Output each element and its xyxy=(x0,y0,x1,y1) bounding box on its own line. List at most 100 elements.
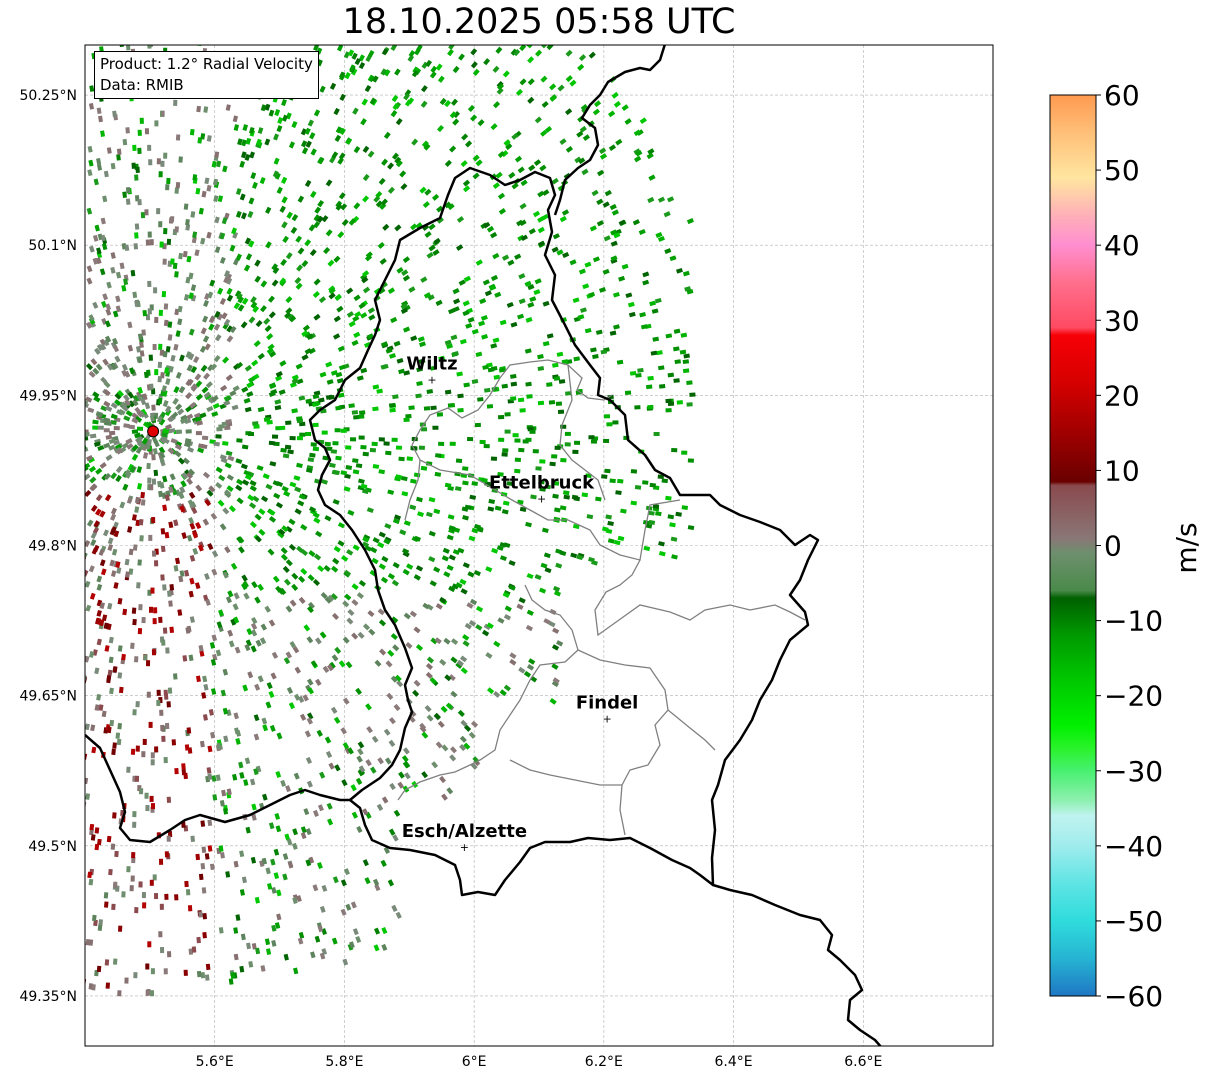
echo-bin xyxy=(216,621,223,629)
echo-bin xyxy=(244,474,252,481)
colorbar-tick-label: 20 xyxy=(1104,379,1140,412)
echo-bin xyxy=(340,879,347,887)
echo-bin xyxy=(275,502,284,509)
echo-bin xyxy=(437,720,445,728)
echo-bin xyxy=(158,221,163,228)
echo-bin xyxy=(292,897,298,904)
echo-bin xyxy=(96,965,102,973)
echo-bin xyxy=(387,879,395,887)
echo-bin xyxy=(335,126,343,134)
echo-bin xyxy=(238,546,245,554)
echo-bin xyxy=(355,687,363,695)
echo-bin xyxy=(669,255,677,262)
echo-bin xyxy=(679,349,687,355)
echo-bin xyxy=(370,546,378,554)
echo-bin xyxy=(226,788,232,796)
echo-bin xyxy=(368,74,375,83)
echo-bin xyxy=(168,521,174,529)
echo-bin xyxy=(190,284,197,292)
echo-bin xyxy=(439,775,446,784)
echo-bin xyxy=(116,447,124,455)
echo-bin xyxy=(111,548,118,556)
echo-bin xyxy=(174,271,179,278)
echo-bin xyxy=(175,330,181,337)
echo-bin xyxy=(328,394,335,401)
echo-bin xyxy=(98,548,105,556)
echo-bin xyxy=(599,147,607,155)
echo-bin xyxy=(331,937,338,945)
echo-bin xyxy=(254,596,261,604)
echo-bin xyxy=(334,134,342,142)
echo-bin xyxy=(452,110,460,119)
echo-bin xyxy=(233,860,239,868)
echo-bin xyxy=(365,251,373,259)
echo-bin xyxy=(184,441,192,448)
echo-bin xyxy=(383,69,391,77)
echo-bin xyxy=(352,458,359,463)
echo-bin xyxy=(316,729,323,737)
echo-bin xyxy=(195,484,203,492)
echo-bin xyxy=(419,186,427,194)
echo-bin xyxy=(401,491,409,497)
echo-bin xyxy=(340,428,347,433)
echo-bin xyxy=(369,447,377,453)
echo-bin xyxy=(426,656,435,664)
echo-bin xyxy=(237,304,245,312)
echo-bin xyxy=(392,394,399,400)
echo-bin xyxy=(124,558,130,566)
echo-bin xyxy=(463,275,471,283)
echo-bin xyxy=(342,742,350,750)
echo-bin xyxy=(131,856,136,864)
echo-bin xyxy=(413,679,421,687)
echo-bin xyxy=(402,548,410,555)
echo-bin xyxy=(224,212,230,220)
echo-bin xyxy=(135,166,140,174)
echo-bin xyxy=(613,324,620,330)
echo-bin xyxy=(171,411,179,419)
echo-bin xyxy=(282,565,290,574)
echo-bin xyxy=(134,907,139,914)
echo-bin xyxy=(317,397,325,403)
echo-bin xyxy=(242,580,249,589)
echo-bin xyxy=(140,499,146,506)
echo-bin xyxy=(196,936,201,944)
echo-bin xyxy=(449,754,457,762)
echo-bin xyxy=(156,689,161,696)
echo-bin xyxy=(243,779,249,786)
echo-bin xyxy=(523,670,532,678)
echo-bin xyxy=(443,571,451,578)
echo-bin xyxy=(389,353,396,359)
echo-bin xyxy=(248,240,255,248)
echo-bin xyxy=(381,796,389,804)
echo-bin xyxy=(337,345,345,352)
echo-bin xyxy=(315,637,322,645)
echo-bin xyxy=(242,684,249,692)
echo-bin xyxy=(423,292,432,299)
echo-bin xyxy=(255,320,263,328)
echo-bin xyxy=(293,475,301,481)
echo-bin xyxy=(460,719,468,727)
echo-bin xyxy=(502,591,510,599)
echo-bin xyxy=(334,428,341,433)
echo-bin xyxy=(384,523,392,530)
echo-bin xyxy=(85,455,94,462)
echo-bin xyxy=(139,442,146,450)
echo-bin xyxy=(271,434,279,439)
echo-bin xyxy=(524,280,532,287)
belgium-france-border-west xyxy=(85,734,350,844)
echo-bin xyxy=(361,276,369,284)
echo-bin xyxy=(413,626,421,634)
echo-bin xyxy=(161,385,167,392)
echo-bin xyxy=(169,216,175,223)
echo-bin xyxy=(141,437,149,445)
echo-bin xyxy=(203,106,209,113)
map-frame xyxy=(84,44,994,1047)
echo-bin xyxy=(351,410,359,415)
echo-bin xyxy=(112,881,118,888)
city-label: Esch/Alzette xyxy=(402,821,527,842)
echo-bin xyxy=(541,45,549,49)
echo-bin xyxy=(569,259,577,266)
echo-bin xyxy=(452,350,459,357)
echo-bin xyxy=(229,390,237,397)
echo-bin xyxy=(101,300,107,308)
